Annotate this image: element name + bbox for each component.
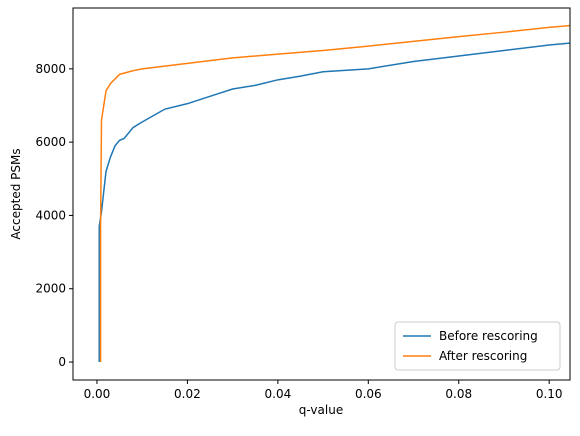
plot-frame (72, 7, 571, 381)
y-axis-label: Accepted PSMs (9, 148, 23, 239)
x-tick-label: 0.02 (174, 387, 201, 401)
y-tick-label: 6000 (35, 135, 66, 149)
legend-box (394, 321, 561, 371)
x-tick-label: 0.00 (84, 387, 111, 401)
x-axis-label: q-value (299, 403, 343, 417)
y-tick-label: 0 (58, 355, 66, 369)
x-tick-label: 0.06 (355, 387, 382, 401)
x-tick-label: 0.04 (265, 387, 292, 401)
legend-label: After rescoring (439, 349, 527, 363)
legend-label: Before rescoring (439, 329, 538, 343)
x-tick-label: 0.10 (536, 387, 563, 401)
y-tick-label: 8000 (35, 62, 66, 76)
y-tick-label: 2000 (35, 282, 66, 296)
series-line (99, 24, 570, 363)
x-tick-label: 0.08 (445, 387, 472, 401)
series-line (98, 42, 570, 363)
plot-lines (98, 24, 570, 363)
y-tick-label: 4000 (35, 208, 66, 222)
